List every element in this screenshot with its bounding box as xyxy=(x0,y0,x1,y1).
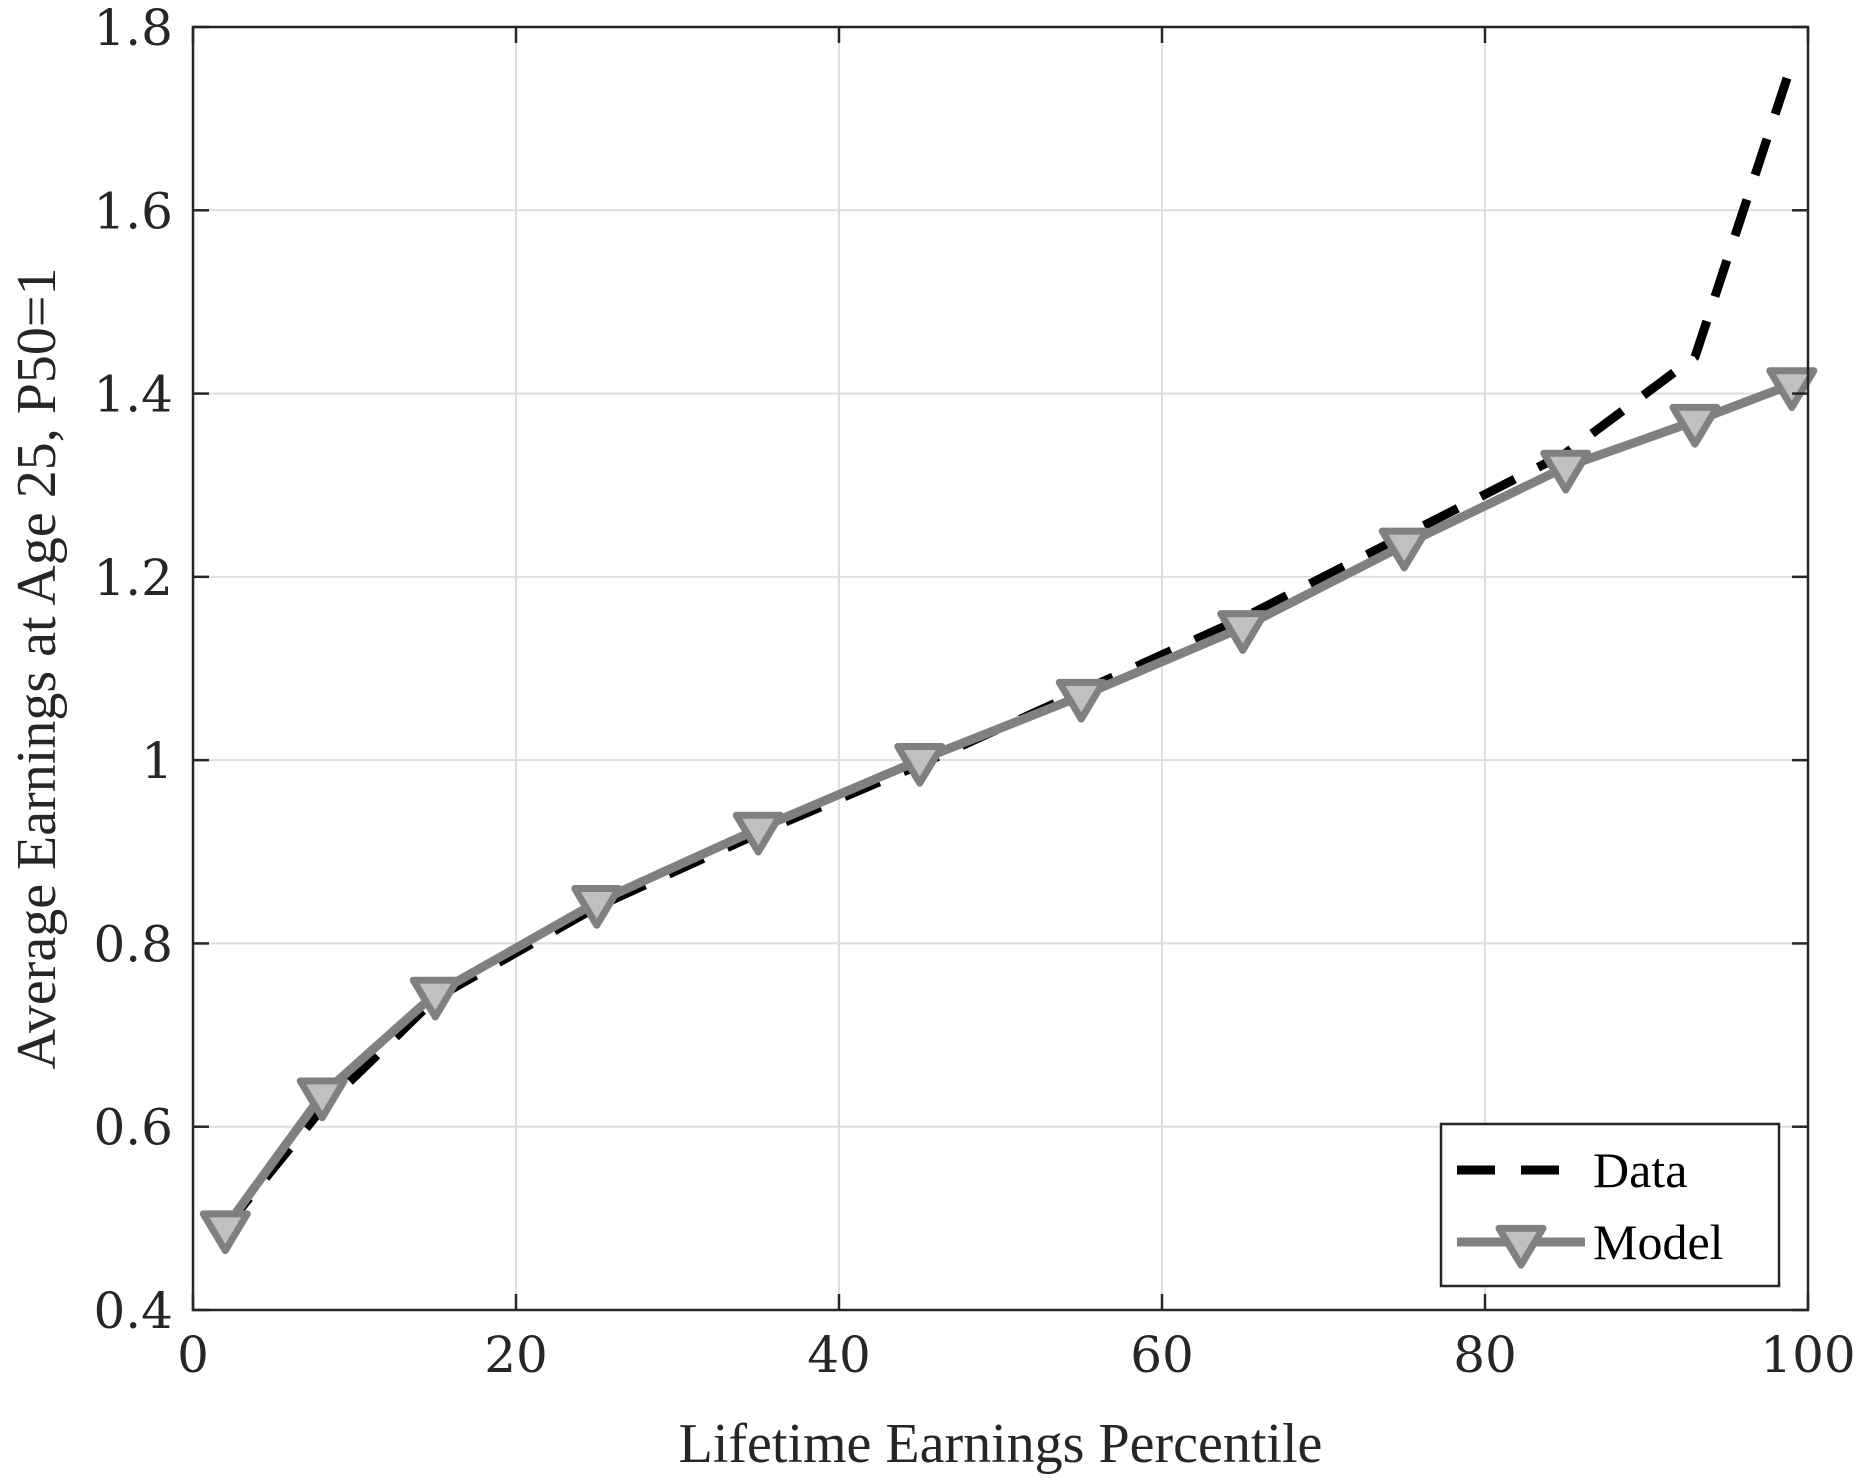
x-tick-label: 40 xyxy=(807,1326,871,1384)
x-tick-label: 100 xyxy=(1760,1326,1855,1384)
model-point-marker xyxy=(1378,527,1430,572)
x-axis-title: Lifetime Earnings Percentile xyxy=(679,1413,1323,1475)
x-tick-label: 20 xyxy=(484,1326,548,1384)
model-point-marker xyxy=(732,811,784,856)
model-point-marker xyxy=(1217,610,1269,654)
model-point-marker xyxy=(409,976,461,1021)
model-point-marker xyxy=(199,1210,251,1255)
y-axis-title: Average Earnings at Age 25, P50=1 xyxy=(6,268,68,1070)
series-line-data xyxy=(221,62,1797,1231)
model-point-marker xyxy=(1766,367,1818,412)
model-point-marker xyxy=(1055,678,1107,723)
y-tick-label: 0.6 xyxy=(93,1099,173,1157)
legend: Data Model xyxy=(1439,1122,1781,1288)
axis-ticks: 0 20 40 60 80 100 0.4 0.6 0.8 1 1.2 1.4 1.6 1.8 xyxy=(93,0,1855,1384)
axes-box xyxy=(191,25,1810,1312)
legend-label-model: Model xyxy=(1593,1214,1724,1270)
y-tick-label: 1.8 xyxy=(93,0,173,57)
y-tick-label: 0.8 xyxy=(93,915,173,973)
model-point-marker xyxy=(1540,449,1592,494)
y-tick-label: 1 xyxy=(141,732,173,790)
model-point-marker xyxy=(296,1077,348,1122)
y-tick-label: 1.4 xyxy=(93,366,173,424)
legend-label-data: Data xyxy=(1593,1142,1687,1198)
series-layer xyxy=(199,62,1818,1255)
model-point-marker xyxy=(1669,403,1721,448)
y-tick-label: 1.2 xyxy=(93,549,173,607)
x-tick-label: 80 xyxy=(1453,1326,1517,1384)
y-tick-label: 0.4 xyxy=(93,1282,173,1340)
legend-marker-model xyxy=(1495,1224,1547,1269)
y-tick-label: 1.6 xyxy=(93,182,173,240)
x-tick-label: 60 xyxy=(1130,1326,1194,1384)
legend-box xyxy=(1439,1122,1781,1288)
x-tick-label: 0 xyxy=(177,1326,209,1384)
model-point-marker xyxy=(894,743,946,787)
plot-area xyxy=(193,27,1808,1310)
model-point-marker xyxy=(571,885,623,929)
